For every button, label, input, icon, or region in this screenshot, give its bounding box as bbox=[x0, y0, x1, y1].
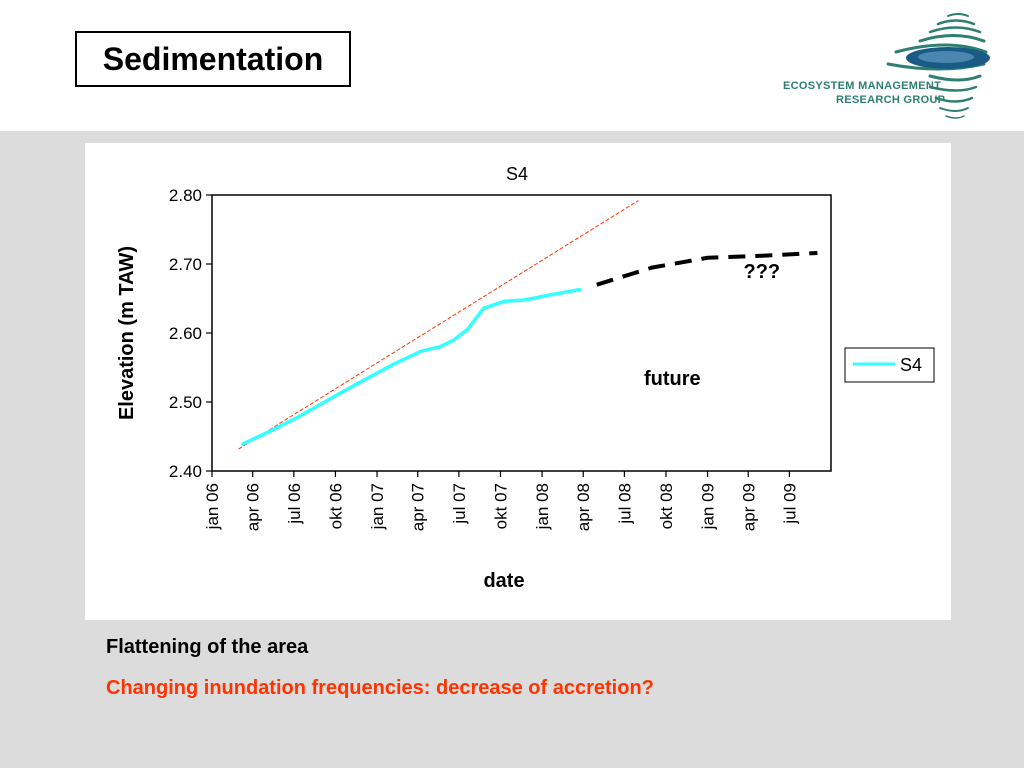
bullet-flattening: Flattening of the area bbox=[106, 636, 309, 658]
y-tick-label: 2.50 bbox=[169, 393, 202, 412]
y-tick-label: 2.70 bbox=[169, 255, 202, 274]
logo-text-line2: RESEARCH GROUP bbox=[836, 94, 946, 106]
series-point bbox=[328, 397, 332, 401]
y-axis-title: Elevation (m TAW) bbox=[116, 246, 138, 420]
series-point bbox=[482, 306, 486, 310]
series-point bbox=[420, 349, 424, 353]
chart-annotation: ??? bbox=[743, 261, 780, 283]
x-tick-label: okt 07 bbox=[491, 483, 510, 529]
x-tick-label: apr 07 bbox=[409, 483, 428, 531]
x-tick-label: apr 06 bbox=[244, 483, 263, 531]
y-tick-label: 2.40 bbox=[169, 462, 202, 481]
x-tick-label: okt 06 bbox=[326, 483, 345, 529]
x-tick-label: jan 09 bbox=[699, 483, 718, 530]
trend-line bbox=[238, 200, 639, 450]
chart-panel: S4 Elevation (m TAW) date 2.40 2.50 2.60 2.… bbox=[85, 143, 951, 620]
series-point bbox=[465, 328, 469, 332]
series-point bbox=[361, 379, 365, 383]
x-tick-label: jul 07 bbox=[450, 483, 469, 525]
plot-area bbox=[211, 194, 832, 472]
chart-annotation: future bbox=[644, 368, 701, 390]
slide-title: Sedimentation bbox=[102, 40, 324, 77]
x-tick-label: apr 08 bbox=[574, 483, 593, 531]
y-tick-label: 2.60 bbox=[169, 324, 202, 343]
x-tick-label: jan 07 bbox=[368, 483, 387, 530]
legend-label-s4: S4 bbox=[900, 355, 922, 375]
legend: S4 bbox=[844, 347, 935, 383]
series-point bbox=[241, 442, 245, 446]
y-tick-label: 2.80 bbox=[169, 186, 202, 205]
series-point bbox=[452, 338, 456, 342]
bullet-inundation: Changing inundation frequencies: decreas… bbox=[106, 677, 654, 699]
x-tick-label: apr 09 bbox=[739, 483, 758, 531]
x-tick-label: jul 06 bbox=[285, 483, 304, 525]
ecosystem-management-logo bbox=[886, 13, 990, 119]
series-point bbox=[296, 415, 300, 419]
series-point bbox=[551, 292, 555, 296]
series-point bbox=[578, 288, 582, 292]
elevation-chart: S4 Elevation (m TAW) date 2.40 2.50 2.60 2.… bbox=[116, 164, 935, 592]
slide-title-box: Sedimentation bbox=[75, 31, 351, 87]
x-tick-label: jan 06 bbox=[203, 483, 222, 530]
series-point bbox=[268, 429, 272, 433]
x-axis-title: date bbox=[483, 570, 524, 592]
x-tick-label: jul 08 bbox=[615, 483, 634, 525]
future-projection-line bbox=[596, 251, 818, 287]
series-point bbox=[438, 345, 442, 349]
x-tick-label: jul 09 bbox=[780, 483, 799, 525]
chart-title: S4 bbox=[506, 164, 528, 184]
logo-text-line1: ECOSYSTEM MANAGEMENT bbox=[783, 80, 942, 92]
x-tick-label: okt 08 bbox=[657, 483, 676, 529]
series-point bbox=[393, 361, 397, 365]
series-point bbox=[503, 299, 507, 303]
series-point bbox=[523, 298, 527, 302]
x-tick-label: jan 08 bbox=[533, 483, 552, 530]
